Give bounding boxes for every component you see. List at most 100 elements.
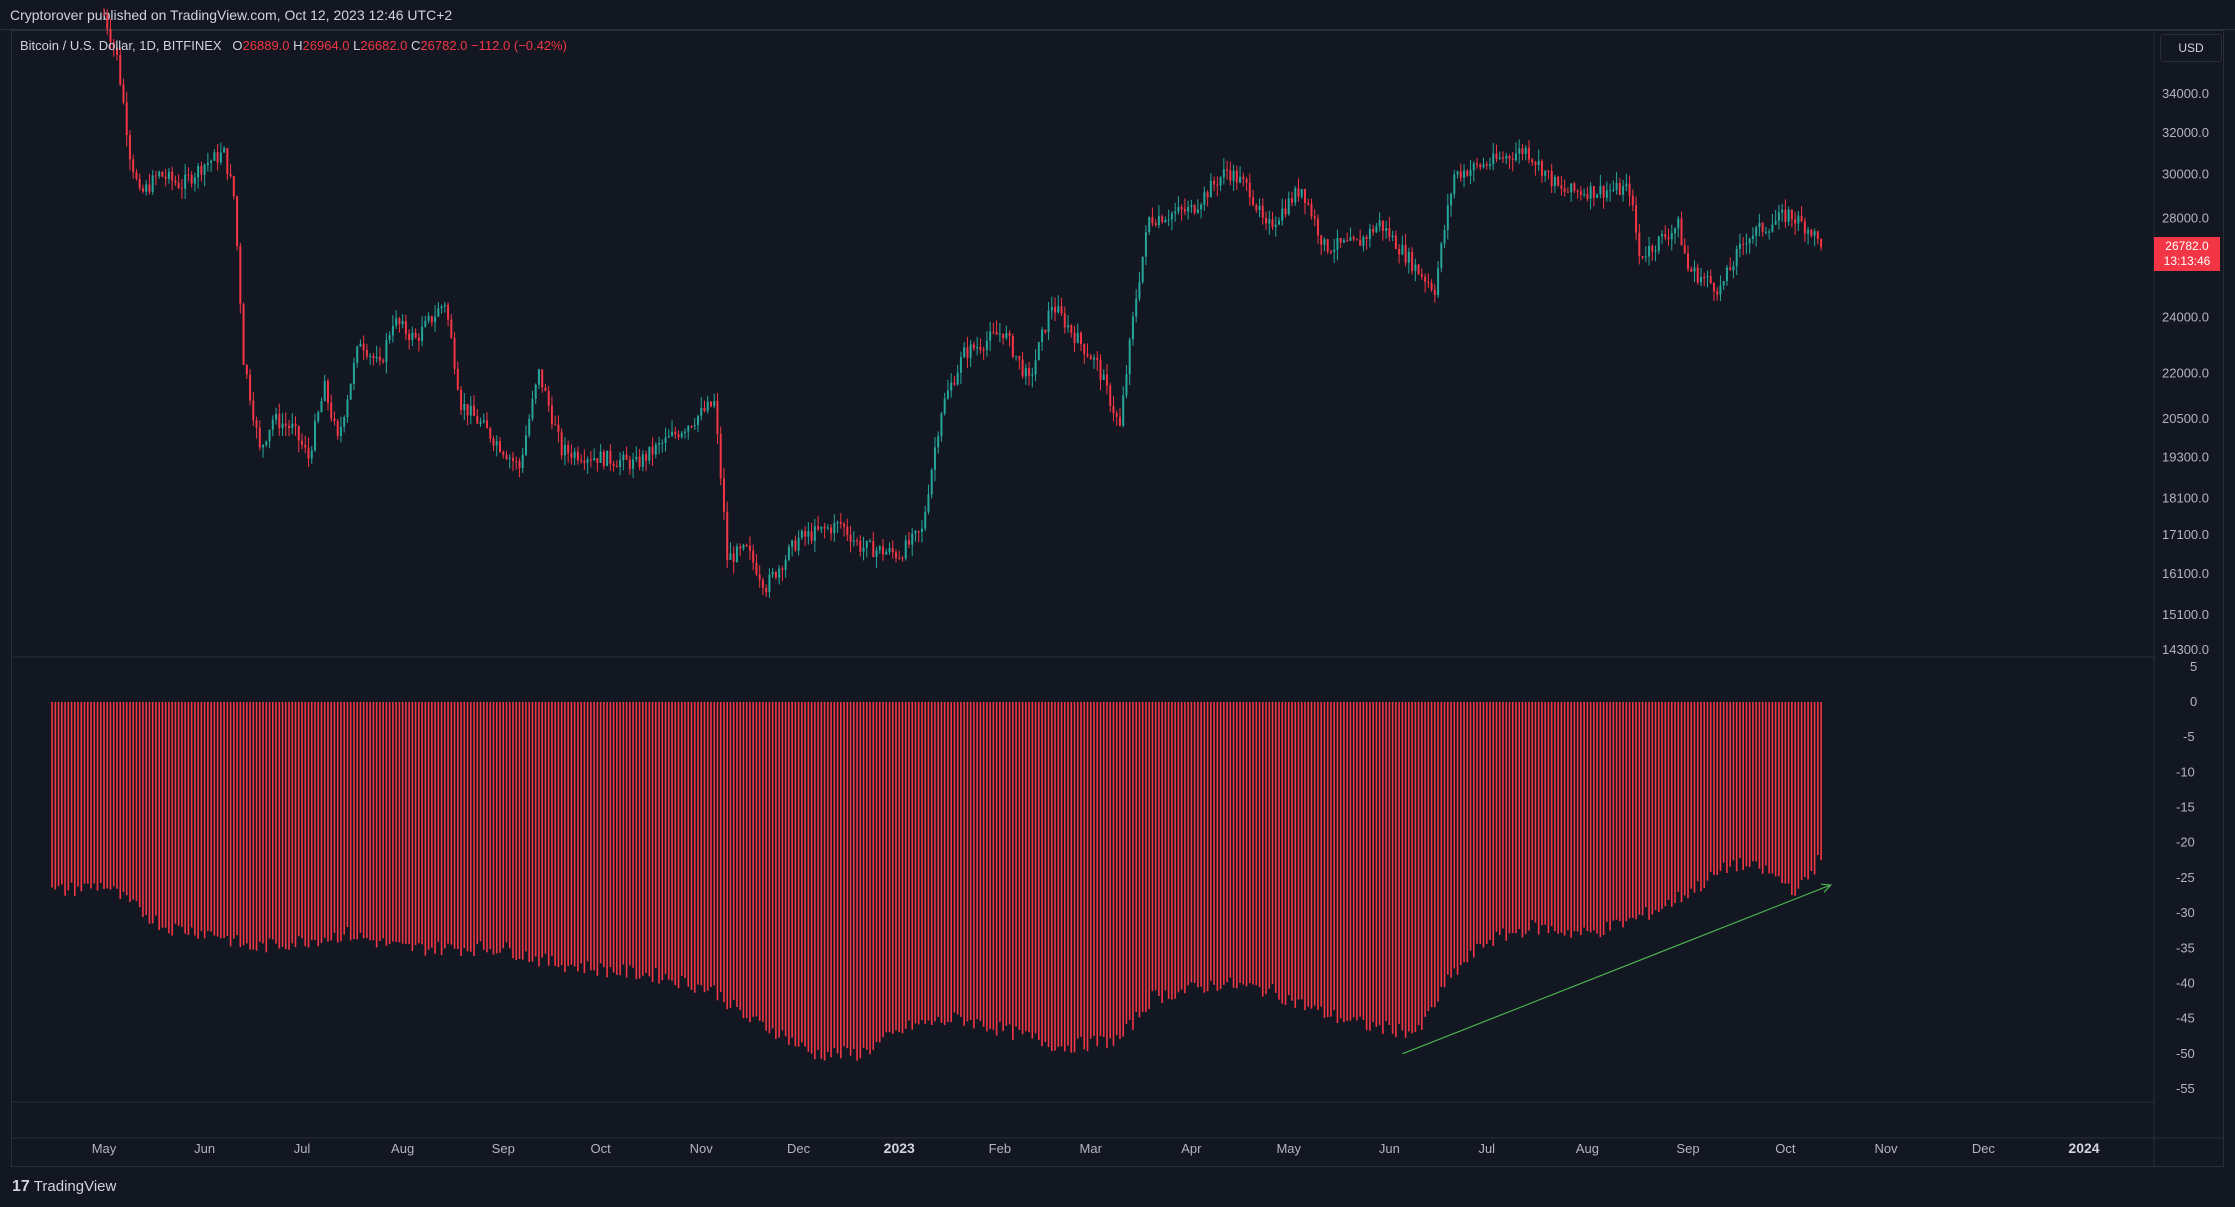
price-axis[interactable]: 34000.032000.030000.028000.024000.022000… [2162,86,2209,657]
histogram-bar [340,702,342,942]
candle-body [953,382,956,385]
candle-body [797,537,800,551]
histogram-bar [226,702,229,936]
candle-body [1495,153,1498,159]
histogram-bar [138,702,141,908]
candle-body [745,544,748,546]
candle-body [1784,209,1787,222]
candle [898,550,901,560]
candle-body [1086,354,1089,357]
candle [1761,221,1764,237]
candle-body [1674,228,1677,234]
candle-body [1209,180,1212,198]
histogram-bar [875,702,878,1042]
candle [1450,192,1453,217]
histogram-bar [249,702,251,950]
histogram-bar [304,702,307,947]
candle-body [1433,289,1436,296]
candle [628,455,631,475]
histogram-bar [401,702,404,944]
histogram-bar [1177,702,1180,993]
candle-body [658,443,661,445]
histogram-bar [1239,702,1241,983]
trendline-arrowhead [1820,883,1833,893]
candle-body [1430,283,1433,290]
candle [583,449,586,470]
candle-body [550,405,553,425]
oscillator-axis[interactable]: 50-5-10-15-20-25-30-35-40-45-50-55 [2176,659,2197,1096]
candle [1248,173,1251,206]
histogram-bar [1567,702,1569,931]
candle-body [1372,228,1375,233]
candle-body [1083,344,1086,355]
currency-selector[interactable]: USD [2160,34,2222,62]
histogram-bar [1346,702,1348,1021]
histogram-bar [216,702,219,937]
candle-body [378,356,381,361]
candle-body [924,511,927,529]
candle-body [1154,223,1157,225]
candle [489,426,492,443]
candle [154,170,157,186]
histogram-bar [385,702,388,946]
histogram-bar [593,702,595,971]
histogram-bar [236,702,238,936]
histogram-bar [1800,702,1803,880]
candle-body [937,436,940,448]
candle [395,310,398,329]
candle [1414,258,1417,282]
histogram-bar [1456,702,1459,975]
histogram-bar [1226,702,1228,983]
histogram-bar [158,702,160,931]
candle-body [1557,177,1560,186]
histogram-bar [765,702,767,1031]
histogram-bar [729,702,732,1008]
candle-body [1576,190,1579,192]
candle [1060,297,1063,316]
histogram-bar [317,702,320,947]
candle [1216,176,1219,197]
time-axis[interactable]: May Jun Jul Aug Sep Oct Nov Dec 2023 Feb Mar Apr May… [92,1140,2100,1156]
candle [1492,142,1495,171]
candle [414,328,417,339]
candle [550,396,553,430]
histogram-bar [693,702,696,993]
histogram-bar [343,702,345,935]
candle [541,369,544,393]
histogram-bar [706,702,709,991]
candle-body [249,374,252,401]
candle [849,525,852,553]
publisher-bar: Cryptorover published on TradingView.com… [0,0,2235,30]
candle [174,175,177,186]
time-tick-label: May [1276,1141,1301,1156]
candle [1050,296,1053,320]
candle-body [1768,231,1771,233]
candle [755,554,758,577]
candle-body [534,384,537,399]
candle [1712,282,1715,302]
histogram-bar [1258,702,1261,988]
candle [940,411,943,442]
candle-body [1631,195,1634,206]
histogram-bar [934,702,936,1022]
candle-body [1326,239,1329,252]
histogram-bar [1365,702,1368,1031]
candle-body [1667,237,1670,240]
candle [1041,326,1044,351]
candle-body [1440,243,1443,269]
candle-body [1456,171,1459,175]
brand-name[interactable]: TradingView [33,1178,117,1195]
histogram-bar [278,702,281,949]
histogram-bar [1203,702,1206,993]
candle-body [414,332,417,338]
candle [1531,157,1534,166]
histogram-bar [719,702,722,993]
chart-frame[interactable] [11,30,2224,1167]
candle-body [187,174,190,176]
histogram-bar [1693,702,1696,893]
candle-body [524,435,527,455]
candle [1300,189,1303,199]
candle-body [375,356,378,359]
candle [479,417,482,428]
